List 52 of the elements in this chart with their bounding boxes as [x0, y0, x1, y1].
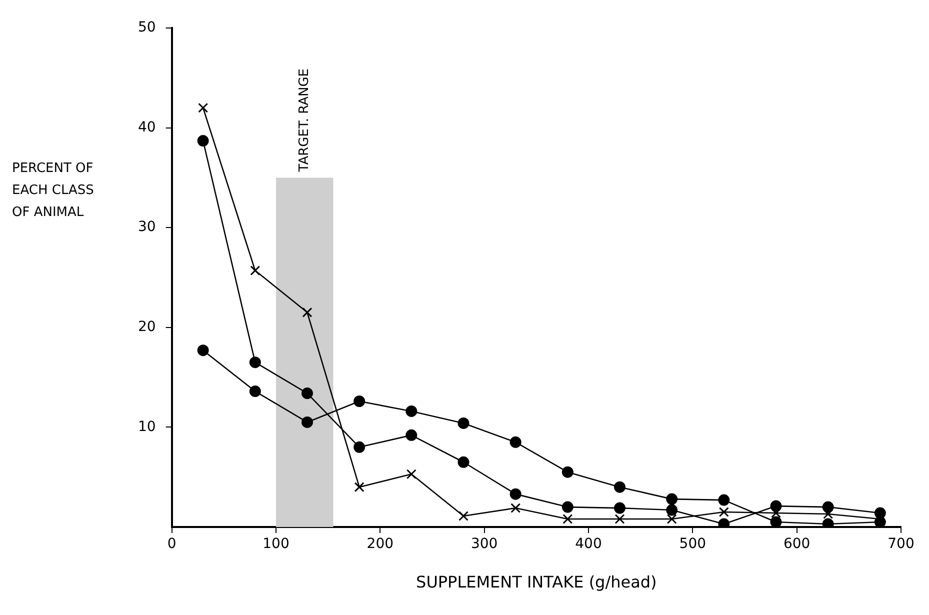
- point: [614, 502, 626, 514]
- point: [354, 482, 364, 492]
- y-axis-title: PERCENT OF EACH CLASS OF ANIMAL: [12, 160, 95, 222]
- point: [510, 503, 521, 514]
- point: [510, 488, 522, 500]
- point: [250, 266, 260, 276]
- point: [249, 356, 261, 368]
- point: [197, 344, 209, 356]
- x-tick-label: 400: [575, 536, 602, 552]
- x-tick-label: 600: [783, 536, 810, 552]
- x-tick-label: 300: [470, 536, 498, 552]
- y-tick-label: 20: [138, 319, 156, 336]
- point: [562, 501, 574, 513]
- point: [666, 514, 677, 524]
- x-tick-label: 500: [679, 536, 706, 552]
- y-tick-label: 40: [138, 119, 156, 136]
- point: [406, 405, 418, 417]
- x-axis-title: SUPPLEMENT INTAKE (g/head): [416, 572, 657, 592]
- x-tick-label: 100: [262, 536, 290, 552]
- point: [302, 307, 312, 318]
- point: [666, 493, 678, 505]
- point: [458, 417, 470, 429]
- point: [614, 514, 625, 524]
- x-tick-label: 0: [167, 536, 176, 552]
- x-tick-label: 700: [888, 536, 914, 552]
- point: [354, 441, 366, 453]
- point: [822, 501, 834, 513]
- point: [718, 507, 729, 518]
- x-tick-label: 200: [366, 536, 394, 552]
- point: [301, 388, 313, 400]
- band-label: TARGET. RANGE: [297, 68, 312, 173]
- point: [614, 481, 626, 493]
- point: [354, 396, 366, 407]
- point: [301, 416, 313, 428]
- point: [406, 429, 418, 441]
- y-tick-label: 30: [138, 219, 156, 236]
- point: [510, 436, 522, 448]
- point: [770, 516, 782, 527]
- point: [249, 386, 261, 398]
- point: [198, 102, 208, 113]
- point: [771, 508, 781, 518]
- point: [406, 469, 416, 480]
- point: [197, 135, 209, 147]
- point: [666, 504, 678, 516]
- point: [718, 494, 730, 506]
- y-tick-label: 50: [138, 20, 156, 36]
- point: [562, 466, 574, 478]
- point: [823, 509, 834, 520]
- point: [458, 456, 470, 468]
- point: [562, 514, 573, 524]
- y-tick-label: 10: [138, 418, 156, 435]
- point: [458, 511, 468, 522]
